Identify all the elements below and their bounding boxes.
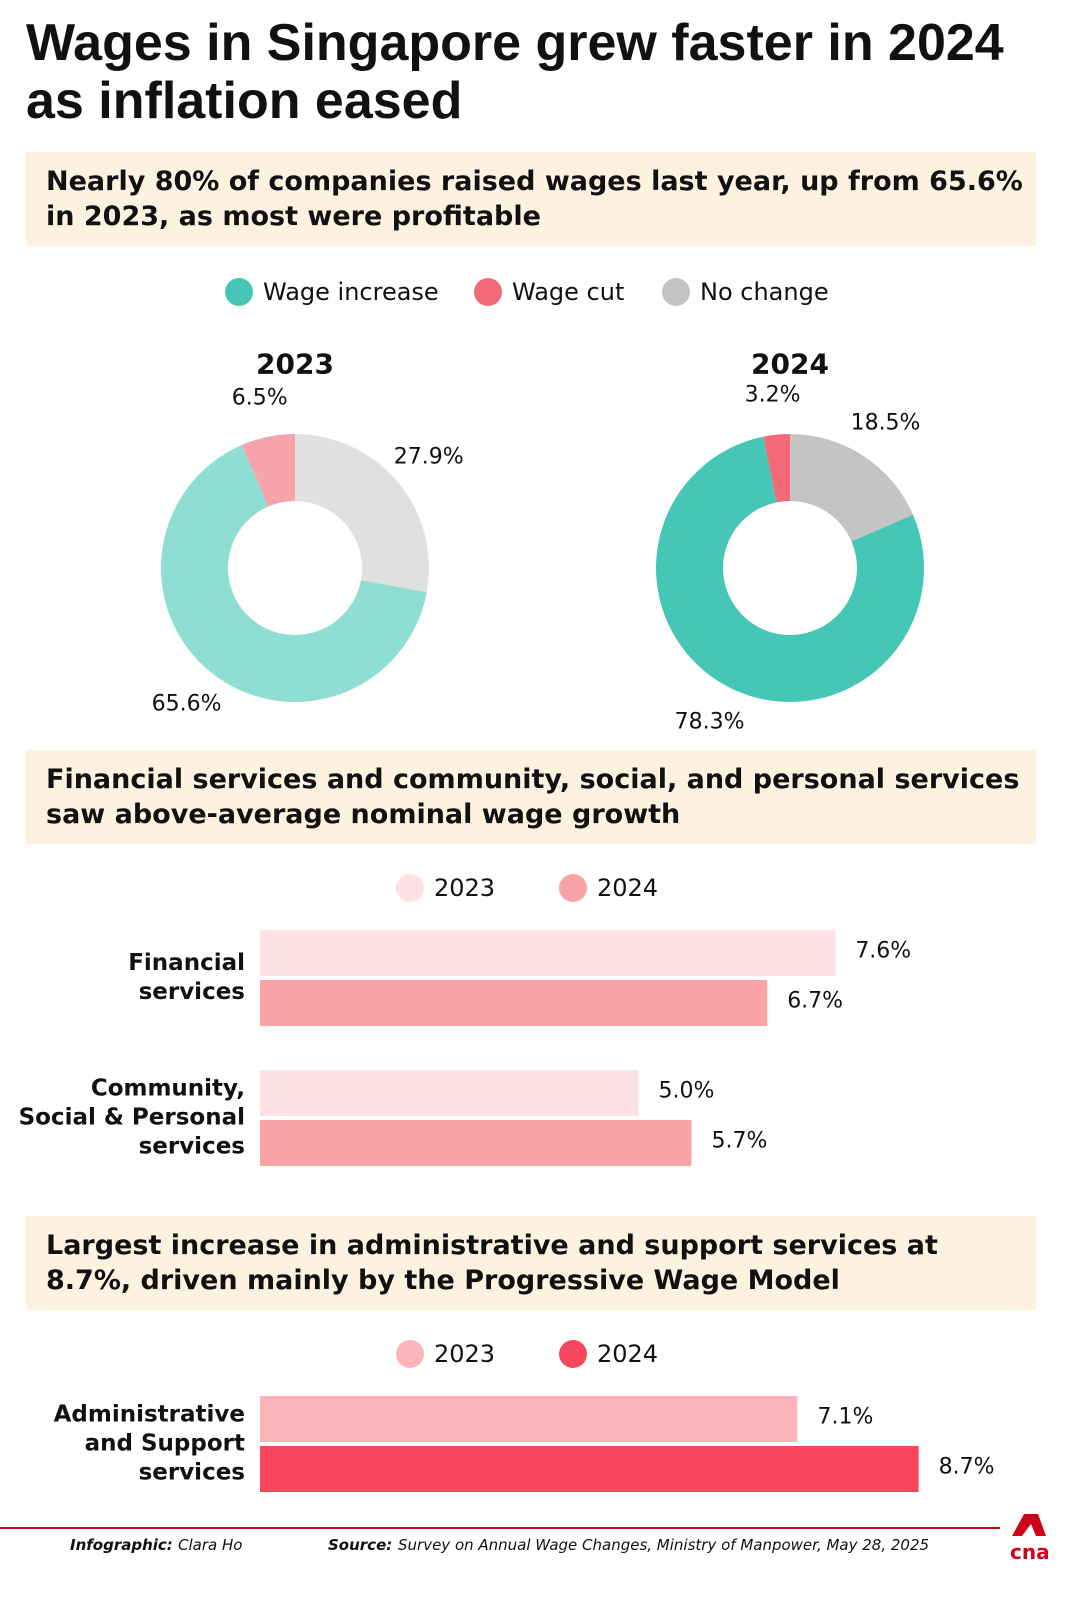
donut-slice [160, 445, 427, 702]
category-label: Community, Social & Personal services [18, 1075, 245, 1160]
value-label: 78.3% [674, 709, 745, 735]
credit: Clara Ho [178, 1536, 243, 1554]
bar [260, 930, 836, 976]
section-banner [26, 750, 1036, 844]
value-label: 7.1% [817, 1404, 874, 1430]
value-label: 8.7% [938, 1454, 995, 1480]
bar [260, 980, 768, 1026]
legend-label: No change [700, 278, 829, 306]
title: Wages in Singapore grew faster in 2024 a… [26, 14, 1004, 130]
donut-slice [295, 434, 429, 593]
category-label: Administrative and Support services [53, 1401, 245, 1486]
legend-swatch [474, 278, 502, 306]
credit-label: Infographic: [70, 1536, 173, 1554]
legend-label: Wage increase [263, 278, 439, 306]
donut-slice [763, 434, 790, 503]
legend-swatch [225, 278, 253, 306]
legend-label: 2023 [434, 874, 496, 902]
section-heading: Nearly 80% of companies raised wages las… [46, 166, 1023, 232]
bar [260, 1396, 798, 1442]
value-label: 5.0% [658, 1078, 715, 1104]
value-label: 6.7% [787, 988, 844, 1014]
category-label: Financial services [128, 950, 245, 1005]
legend-swatch [396, 1340, 424, 1368]
donut-slice [655, 436, 925, 702]
legend-swatch [396, 874, 424, 902]
donut-title: 2023 [256, 347, 334, 381]
logo-mark [1012, 1514, 1046, 1536]
value-label: 65.6% [151, 691, 222, 717]
bar [260, 1120, 692, 1166]
section-heading: Largest increase in administrative and s… [46, 1230, 938, 1296]
value-label: 18.5% [850, 410, 921, 436]
section-banner [26, 152, 1036, 246]
value-label: 5.7% [711, 1128, 768, 1154]
logo: cna [1010, 1540, 1050, 1564]
bar [260, 1446, 919, 1492]
legend-label: 2023 [434, 1340, 496, 1368]
value-label: 7.6% [855, 938, 912, 964]
legend-swatch [559, 1340, 587, 1368]
section-heading: Financial services and community, social… [46, 764, 1020, 830]
value-label: 6.5% [231, 385, 288, 411]
legend-swatch [662, 278, 690, 306]
legend-label: 2024 [597, 874, 659, 902]
legend-label: 2024 [597, 1340, 659, 1368]
value-label: 3.2% [744, 382, 801, 408]
bar [260, 1070, 639, 1116]
source-label: Source: [328, 1536, 393, 1554]
legend-label: Wage cut [512, 278, 625, 306]
donut-slice [790, 434, 913, 542]
legend-swatch [559, 874, 587, 902]
section-banner [26, 1216, 1036, 1310]
donut-title: 2024 [751, 347, 829, 381]
donut-slice [241, 434, 295, 507]
source: Survey on Annual Wage Changes, Ministry … [398, 1536, 930, 1554]
value-label: 27.9% [393, 444, 464, 470]
